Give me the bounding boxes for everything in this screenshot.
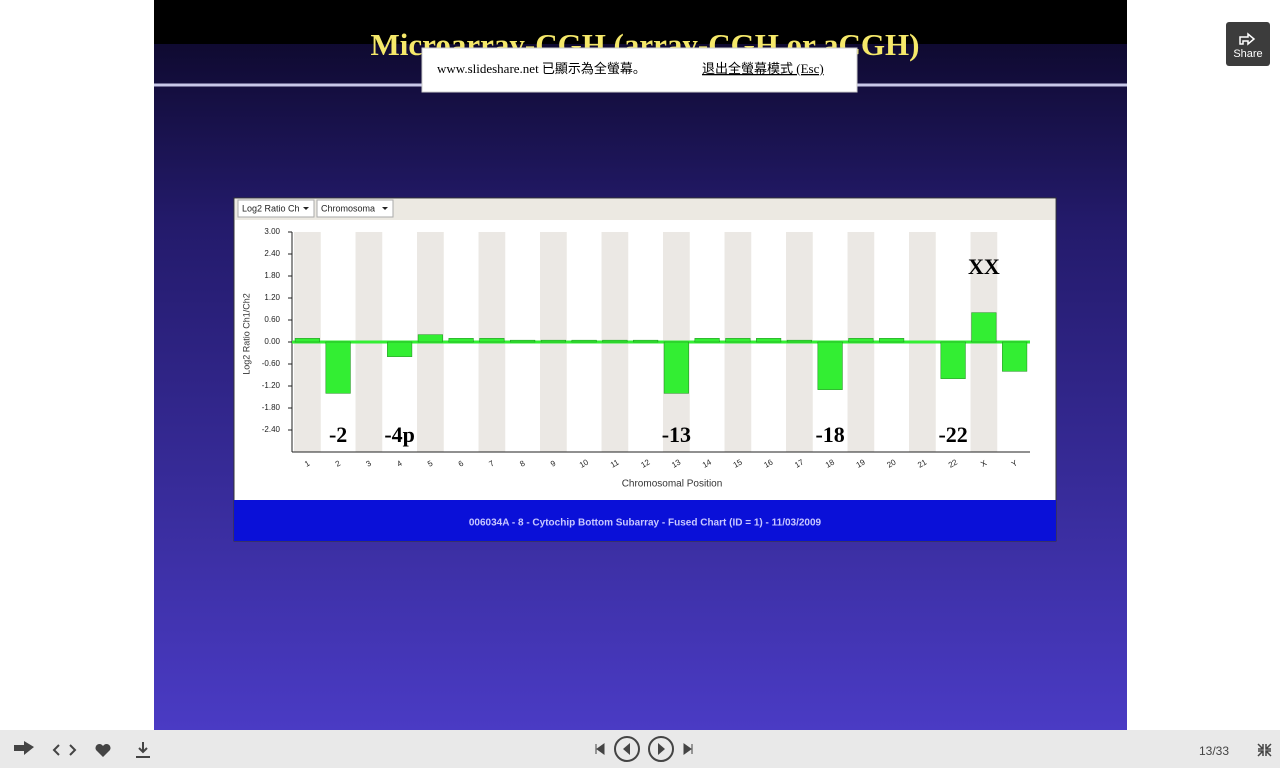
- download-icon[interactable]: [136, 742, 150, 758]
- fullscreen-notice: [421, 47, 858, 93]
- chart-toolbar: [235, 199, 1055, 220]
- last-slide[interactable]: [683, 743, 693, 755]
- like-icon[interactable]: [95, 743, 111, 757]
- segment-bar: [694, 338, 720, 343]
- exit-fullscreen-icon[interactable]: [1257, 743, 1272, 757]
- y-tick-label: -2.40: [262, 425, 281, 434]
- y-tick-label: 2.40: [264, 249, 280, 258]
- annotation: XX: [968, 254, 1000, 279]
- x-tick-label: 4: [395, 458, 404, 468]
- share-icon: [1239, 32, 1256, 46]
- dropdown-arrow: [303, 207, 309, 210]
- page-counter: 13/33: [1199, 744, 1229, 758]
- segment-bar: [294, 338, 320, 343]
- y-tick-label: -1.80: [262, 403, 281, 412]
- segment-bar: [448, 338, 474, 343]
- first-slide[interactable]: [595, 743, 605, 755]
- segment-bar: [571, 339, 597, 343]
- plot: 3.00 2.40 1.80 1.20 0.60 0.00 -0.60 -1.20 -1.80 -…: [262, 227, 1030, 470]
- segment-bar: [848, 338, 874, 343]
- y-tick-label: -1.20: [262, 381, 281, 390]
- dropdown-label: Chromosoma: [321, 203, 375, 213]
- y-tick-label: -0.60: [262, 359, 281, 368]
- next-icon: [658, 743, 665, 755]
- segment-bar: [510, 339, 536, 343]
- prev-slide[interactable]: [614, 736, 640, 762]
- x-tick-label: 1: [303, 458, 312, 468]
- share-icon[interactable]: [14, 741, 34, 755]
- y-tick-label: 3.00: [264, 227, 280, 236]
- share-label: Share: [1233, 48, 1262, 60]
- caption-bar: [234, 500, 1056, 541]
- segment-bar: [786, 339, 812, 343]
- y-tick-label: 1.80: [264, 271, 280, 280]
- x-tick-label: X: [979, 458, 989, 469]
- y-tick-label: 1.20: [264, 293, 280, 302]
- segment-bar: [633, 339, 659, 343]
- segment-bar: [602, 339, 628, 343]
- dropdown-arrow: [382, 207, 388, 210]
- annotation: -18: [815, 422, 844, 447]
- segment-bar: [879, 338, 905, 343]
- segment-bar: [540, 339, 566, 343]
- y-axis-label: Log2 Ratio Ch1/Ch2: [241, 293, 251, 375]
- dropdown[interactable]: [316, 199, 394, 218]
- segment-bar: [663, 341, 689, 394]
- segment-bar: [725, 338, 751, 343]
- next-slide[interactable]: [648, 736, 674, 762]
- segment-bar: [971, 312, 997, 343]
- slide-header: [154, 0, 1127, 44]
- y-tick-label: 0.60: [264, 315, 280, 324]
- x-tick-label: 5: [426, 458, 435, 468]
- segment-bar: [479, 338, 505, 343]
- annotation: -22: [938, 422, 967, 447]
- x-tick-label: 8: [518, 458, 527, 468]
- embed-icon[interactable]: [52, 744, 77, 756]
- dropdown[interactable]: [237, 199, 315, 218]
- exit-fullscreen[interactable]: 退出全螢幕模式 (Esc): [702, 61, 824, 76]
- x-tick-label: 3: [365, 458, 374, 468]
- x-tick-label: 7: [488, 458, 497, 468]
- annotation: -2: [329, 422, 347, 447]
- dropdown-label: Log2 Ratio Ch: [242, 203, 300, 213]
- x-tick-label: 2: [334, 458, 343, 468]
- segment-bar: [325, 341, 351, 394]
- segment-bar: [817, 341, 843, 390]
- x-tick-label: Y: [1010, 458, 1020, 469]
- segment-bar: [387, 341, 413, 357]
- segment-bar: [756, 338, 782, 343]
- segment-bar: [417, 334, 443, 343]
- notice-text: www.slideshare.net 已顯示為全螢幕。: [437, 61, 646, 76]
- x-tick-label: 9: [549, 458, 558, 468]
- prev-icon: [623, 743, 630, 755]
- y-tick-label: 0.00: [264, 337, 280, 346]
- annotation: -13: [662, 422, 691, 447]
- segment-bar: [940, 341, 966, 379]
- x-tick-label: 6: [457, 458, 466, 468]
- chart-caption: 006034A - 8 - Cytochip Bottom Subarray -…: [469, 518, 822, 529]
- segment-bar: [1002, 341, 1028, 372]
- x-axis-label: Chromosomal Position: [622, 479, 723, 490]
- annotation: -4p: [384, 422, 415, 447]
